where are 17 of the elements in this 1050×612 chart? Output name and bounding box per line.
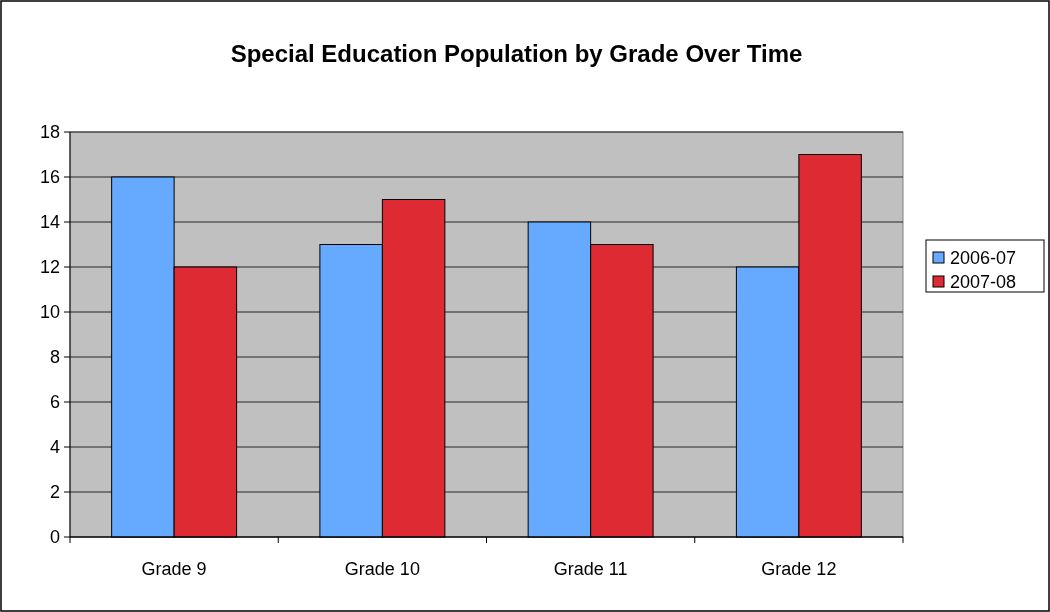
- x-tick-label: Grade 10: [344, 559, 420, 579]
- x-tick-label: Grade 11: [553, 559, 628, 579]
- y-tick-label: 12: [39, 257, 60, 278]
- x-tick-label: Grade 12: [761, 559, 837, 579]
- y-tick-label: 6: [49, 392, 60, 413]
- y-tick-label: 8: [49, 347, 60, 368]
- y-tick-label: 18: [39, 122, 60, 143]
- y-tick-label: 14: [39, 212, 60, 233]
- y-tick-label: 2: [49, 482, 60, 503]
- y-tick-label: 0: [49, 527, 60, 548]
- y-tick-label: 10: [39, 302, 60, 323]
- legend-label: 2006-07: [950, 248, 1017, 269]
- legend-label: 2007-08: [950, 272, 1017, 293]
- x-tick-label: Grade 9: [141, 559, 207, 579]
- y-tick-label: 4: [49, 437, 60, 458]
- chart-title: Special Education Population by Grade Over Time: [230, 40, 803, 67]
- y-tick-label: 16: [39, 167, 60, 188]
